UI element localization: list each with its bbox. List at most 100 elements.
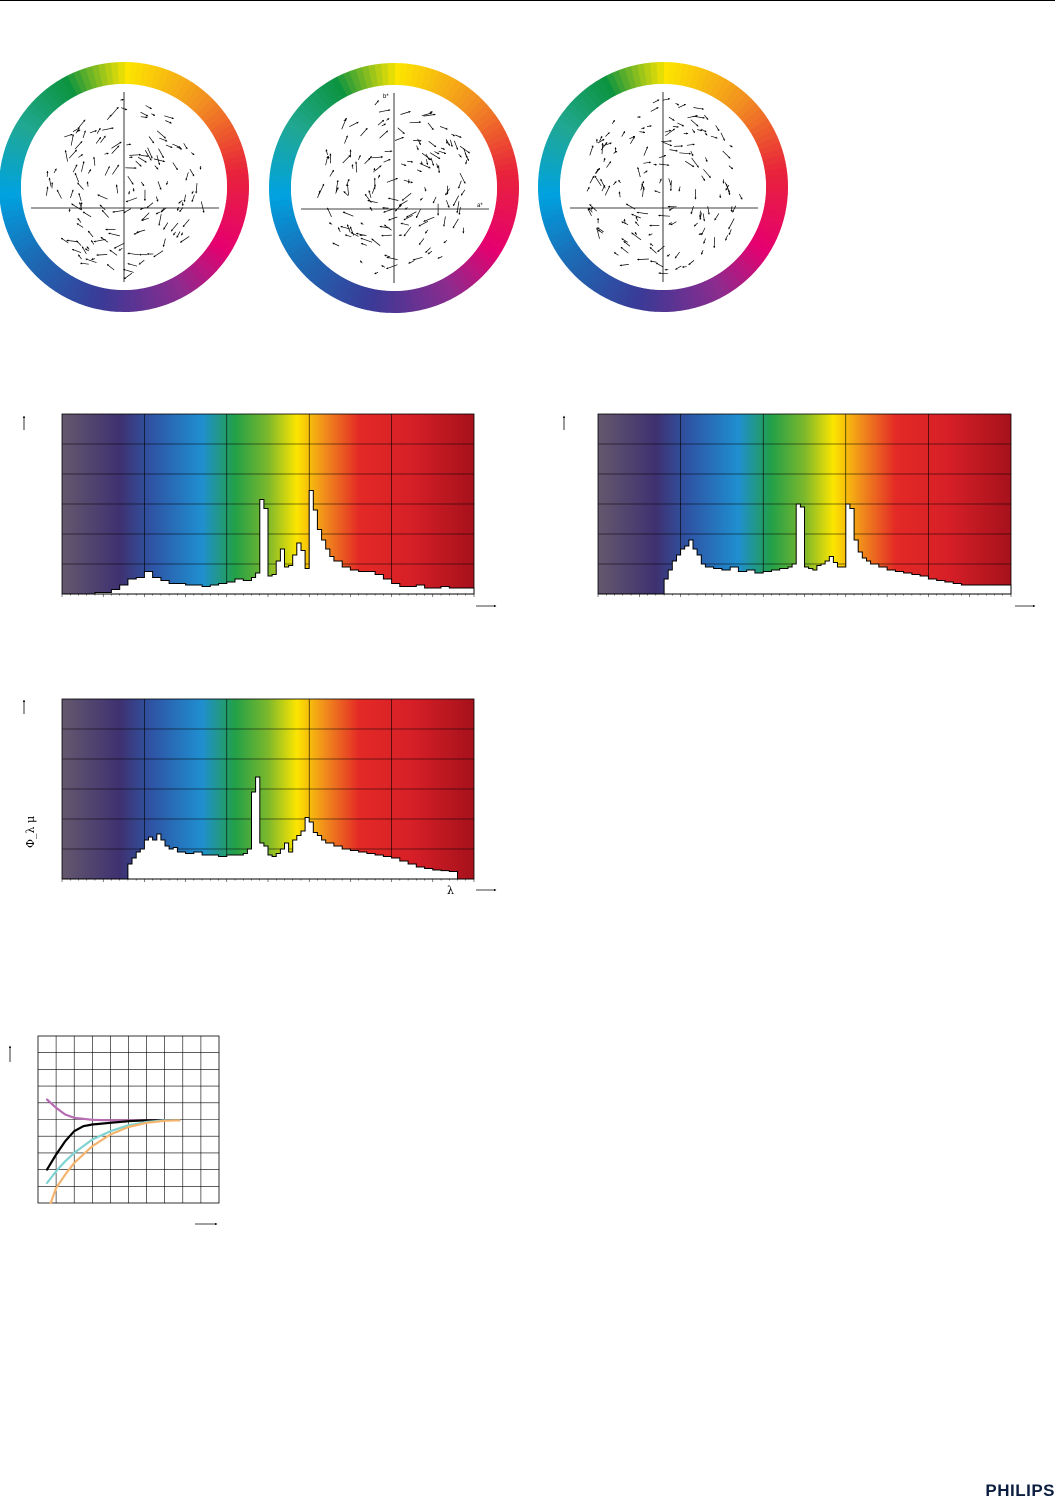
shift-vector bbox=[153, 158, 166, 163]
ring-segment bbox=[200, 251, 222, 272]
shift-vector bbox=[725, 184, 730, 191]
ring-segment bbox=[679, 63, 690, 87]
ring-segment bbox=[765, 173, 788, 183]
shift-vector bbox=[635, 216, 639, 222]
shift-vector bbox=[452, 218, 459, 229]
ring-segment bbox=[128, 289, 138, 312]
ring-segment bbox=[184, 85, 204, 108]
shift-vector bbox=[46, 186, 49, 196]
shift-vector bbox=[675, 265, 682, 270]
ring-segment bbox=[538, 166, 562, 177]
ring-segment bbox=[704, 278, 720, 302]
shift-vector bbox=[335, 179, 339, 192]
shift-vector bbox=[360, 222, 364, 225]
shift-vector bbox=[350, 232, 359, 237]
shift-vector bbox=[158, 148, 164, 159]
ring-segment bbox=[360, 287, 373, 311]
ring-segment bbox=[718, 270, 737, 293]
ring-segment bbox=[44, 266, 64, 289]
ring-segment bbox=[491, 149, 515, 163]
ring-segment bbox=[588, 269, 607, 292]
ring-segment bbox=[55, 272, 73, 296]
ring-segment bbox=[61, 75, 78, 98]
shift-vector bbox=[373, 167, 376, 173]
shift-vector bbox=[133, 231, 140, 235]
spectrum-chart-1 bbox=[22, 413, 497, 608]
shift-vector bbox=[176, 231, 181, 238]
warmup-chart bbox=[8, 1035, 220, 1226]
shift-vector bbox=[162, 238, 166, 248]
ring-segment bbox=[704, 72, 721, 96]
shift-vector bbox=[421, 152, 432, 161]
shift-vector bbox=[123, 208, 132, 214]
ring-segment bbox=[7, 135, 31, 151]
shift-vector bbox=[678, 103, 687, 109]
shift-vector bbox=[100, 135, 106, 143]
shift-vector bbox=[81, 161, 85, 172]
shift-vector bbox=[179, 207, 184, 213]
shift-vector bbox=[96, 253, 108, 257]
ring-segment bbox=[565, 102, 587, 123]
ring-segment bbox=[155, 68, 170, 92]
shift-vector bbox=[639, 131, 646, 134]
ring-segment bbox=[540, 153, 564, 166]
ring-segment bbox=[415, 65, 428, 89]
shift-vector bbox=[426, 159, 429, 166]
shift-vector bbox=[434, 151, 440, 155]
x-axis-label: λ bbox=[447, 884, 454, 897]
shift-vector bbox=[732, 205, 737, 213]
shift-vector bbox=[423, 216, 435, 222]
shift-vector bbox=[395, 206, 400, 212]
ring-segment bbox=[31, 97, 52, 119]
ring-segment bbox=[301, 98, 322, 120]
shift-vector bbox=[693, 107, 705, 110]
shift-vector bbox=[621, 238, 628, 243]
ring-segment bbox=[97, 287, 108, 311]
shift-vector bbox=[328, 222, 333, 225]
shift-vector bbox=[726, 183, 731, 196]
ring-segment bbox=[373, 289, 384, 313]
ring-segment bbox=[218, 136, 242, 151]
shift-vector bbox=[586, 186, 590, 192]
shift-vector bbox=[79, 202, 83, 210]
shift-vector bbox=[377, 174, 381, 179]
ring-segment bbox=[435, 73, 452, 97]
shift-vector bbox=[120, 107, 128, 111]
ring-segment bbox=[748, 238, 772, 256]
shift-vector bbox=[158, 214, 162, 226]
shift-vector bbox=[401, 192, 412, 201]
shift-vector bbox=[351, 164, 354, 169]
shift-vector bbox=[325, 156, 329, 166]
shift-vector bbox=[108, 232, 120, 237]
ring-segment bbox=[271, 208, 295, 221]
ring-segment bbox=[487, 224, 511, 240]
warmup-series-4 bbox=[49, 1119, 181, 1205]
shift-vector bbox=[325, 149, 328, 156]
shift-vector bbox=[630, 136, 635, 144]
ring-segment bbox=[300, 256, 322, 277]
shift-vector bbox=[64, 149, 68, 162]
shift-vector bbox=[659, 178, 662, 184]
shift-vector bbox=[155, 196, 159, 202]
ring-segment bbox=[765, 187, 788, 195]
ring-segment bbox=[551, 233, 574, 250]
ring-segment bbox=[160, 70, 176, 94]
shift-vector bbox=[151, 113, 156, 116]
ring-segment bbox=[473, 248, 496, 268]
shift-vector bbox=[112, 164, 120, 175]
shift-vector bbox=[82, 211, 92, 218]
shift-vector bbox=[672, 125, 679, 128]
shift-vector bbox=[70, 189, 74, 199]
spectrum-curve bbox=[598, 503, 1012, 595]
ring-segment bbox=[594, 78, 613, 101]
shift-vector bbox=[68, 208, 71, 213]
ring-segment bbox=[279, 130, 303, 147]
ring-segment bbox=[548, 228, 572, 244]
shift-vector bbox=[360, 237, 373, 243]
ring-segment bbox=[60, 275, 78, 299]
ring-segment bbox=[683, 286, 696, 310]
shift-vector bbox=[452, 195, 460, 207]
shift-vector bbox=[74, 141, 83, 150]
shift-vector bbox=[71, 203, 82, 211]
